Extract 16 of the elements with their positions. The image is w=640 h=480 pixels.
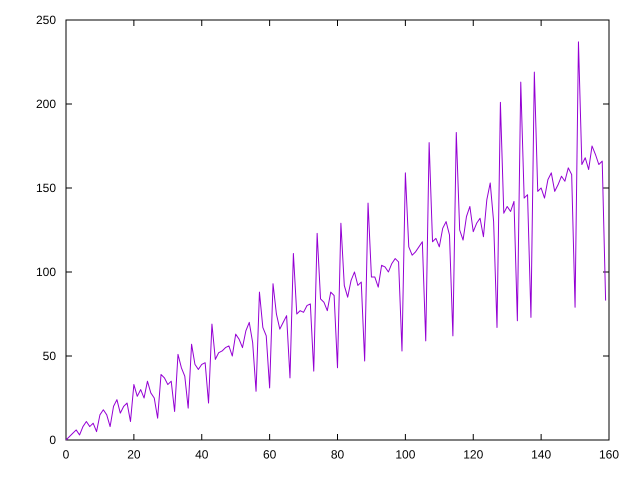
y-tick-label: 0: [49, 432, 56, 447]
x-tick-label: 80: [330, 448, 344, 462]
y-tick-label: 50: [42, 348, 56, 363]
y-tick-label: 100: [36, 264, 56, 279]
x-tick-label: 140: [531, 448, 552, 462]
x-tick-label: 20: [127, 448, 141, 462]
x-tick-label: 0: [62, 448, 70, 462]
x-tick-label: 100: [395, 448, 416, 462]
y-tick-label: 200: [36, 96, 56, 111]
line-series: [66, 41, 606, 440]
x-tick-label: 120: [463, 448, 484, 462]
x-tick-label: 160: [598, 448, 620, 462]
x-tick-label: 60: [262, 448, 277, 462]
x-tick-label: 40: [195, 448, 209, 462]
y-tick-label: 250: [36, 12, 56, 27]
y-tick-label: 150: [36, 180, 56, 195]
